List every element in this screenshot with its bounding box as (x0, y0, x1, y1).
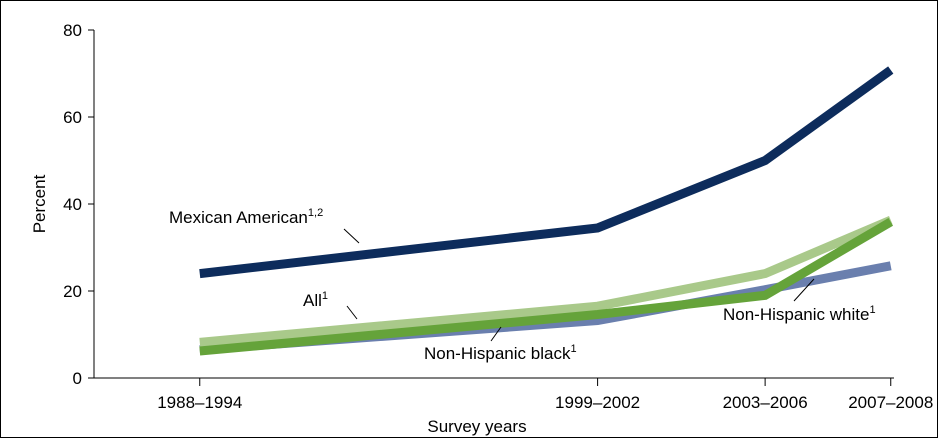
callout-line-non-hispanic-black (490, 326, 502, 342)
series-line-non-hispanic-white (199, 217, 894, 356)
callout-line-all (346, 305, 358, 320)
callout-line-mexican-american (343, 228, 360, 244)
callout-line-non-hispanic-white (793, 278, 815, 302)
series-label-superscript: 1 (869, 304, 875, 316)
x-tick-label: 1999–2002 (555, 393, 640, 412)
series-line-all (199, 215, 893, 347)
series-label-non-hispanic-white: Non-Hispanic white1 (723, 304, 876, 324)
series-label-text: Non-Hispanic black (424, 344, 571, 363)
series-label-mexican-american: Mexican American1,2 (169, 207, 323, 227)
series-label-non-hispanic-black: Non-Hispanic black1 (424, 343, 577, 363)
series-label-text: All (303, 291, 322, 310)
x-tick-label: 1988–1994 (157, 393, 242, 412)
series-label-superscript: 1 (570, 343, 576, 355)
series-label-superscript: 1 (322, 290, 328, 302)
series-label-text: Non-Hispanic white (723, 305, 869, 324)
y-tick-label: 40 (63, 195, 82, 214)
x-tick-label: 2003–2006 (723, 393, 808, 412)
series-label-text: Mexican American (169, 208, 308, 227)
y-tick-label: 60 (63, 108, 82, 127)
y-tick-label: 80 (63, 21, 82, 40)
x-tick-label: 2007–2008 (848, 393, 933, 412)
series-label-superscript: 1,2 (308, 207, 323, 219)
series-line-mexican-american (199, 66, 894, 279)
y-tick-label: 0 (73, 369, 82, 388)
series-label-all: All1 (303, 290, 328, 310)
y-axis-title: Percent (30, 174, 49, 233)
y-tick-label: 20 (63, 282, 82, 301)
x-axis-title: Survey years (427, 417, 526, 436)
